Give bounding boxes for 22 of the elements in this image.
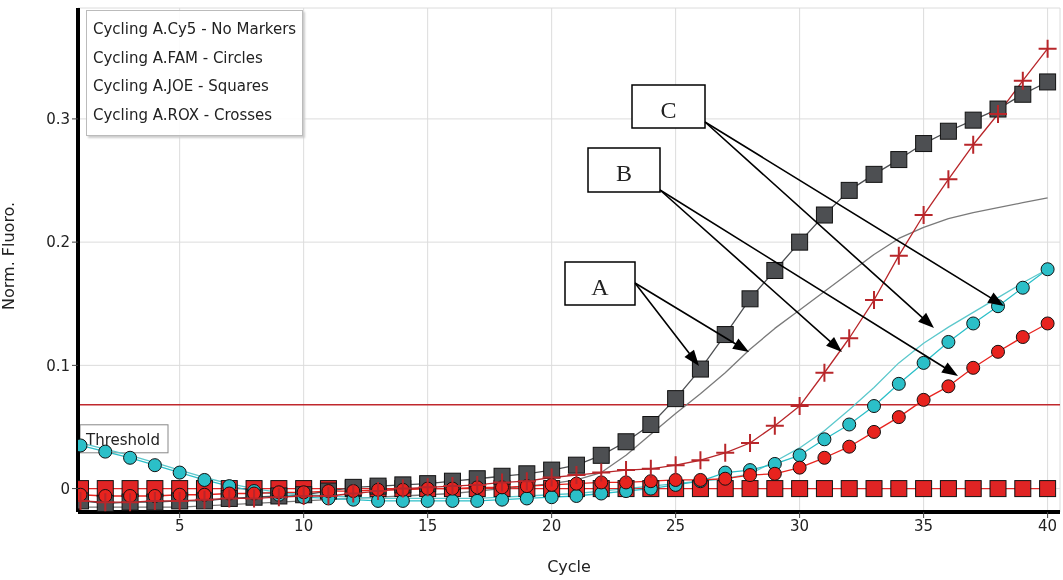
x-tick-label: 35: [914, 516, 934, 535]
annotation: B: [615, 160, 633, 186]
annotation: A: [591, 274, 610, 300]
x-tick-label: 20: [542, 516, 562, 535]
y-tick-label: 0: [60, 479, 70, 498]
x-tick-label: 25: [666, 516, 686, 535]
y-tick-label: 0.2: [46, 233, 70, 252]
annotation: Cycling A.JOE - Squares: [93, 76, 270, 97]
annotation: Cycling A.FAM - Circles: [93, 47, 264, 69]
annotation: Cycling A.ROX - Crosses: [93, 104, 274, 126]
x-tick-label: 40: [1038, 516, 1058, 535]
y-axis-title: Norm. Fluoro.: [0, 201, 18, 310]
y-tick-label: 0.1: [46, 356, 70, 375]
annotation: Cycling A.Cy5 - No Markers: [93, 19, 297, 40]
annotation: C: [660, 97, 677, 123]
y-tick-label: 0.3: [46, 110, 70, 129]
x-tick-label: 15: [418, 516, 438, 535]
x-axis-title: Cycle: [547, 557, 591, 576]
x-tick-label: 10: [294, 516, 314, 535]
x-tick-label: 30: [790, 516, 810, 535]
x-tick-label: 5: [174, 516, 185, 535]
ref-line-label: Threshold: [85, 430, 160, 449]
